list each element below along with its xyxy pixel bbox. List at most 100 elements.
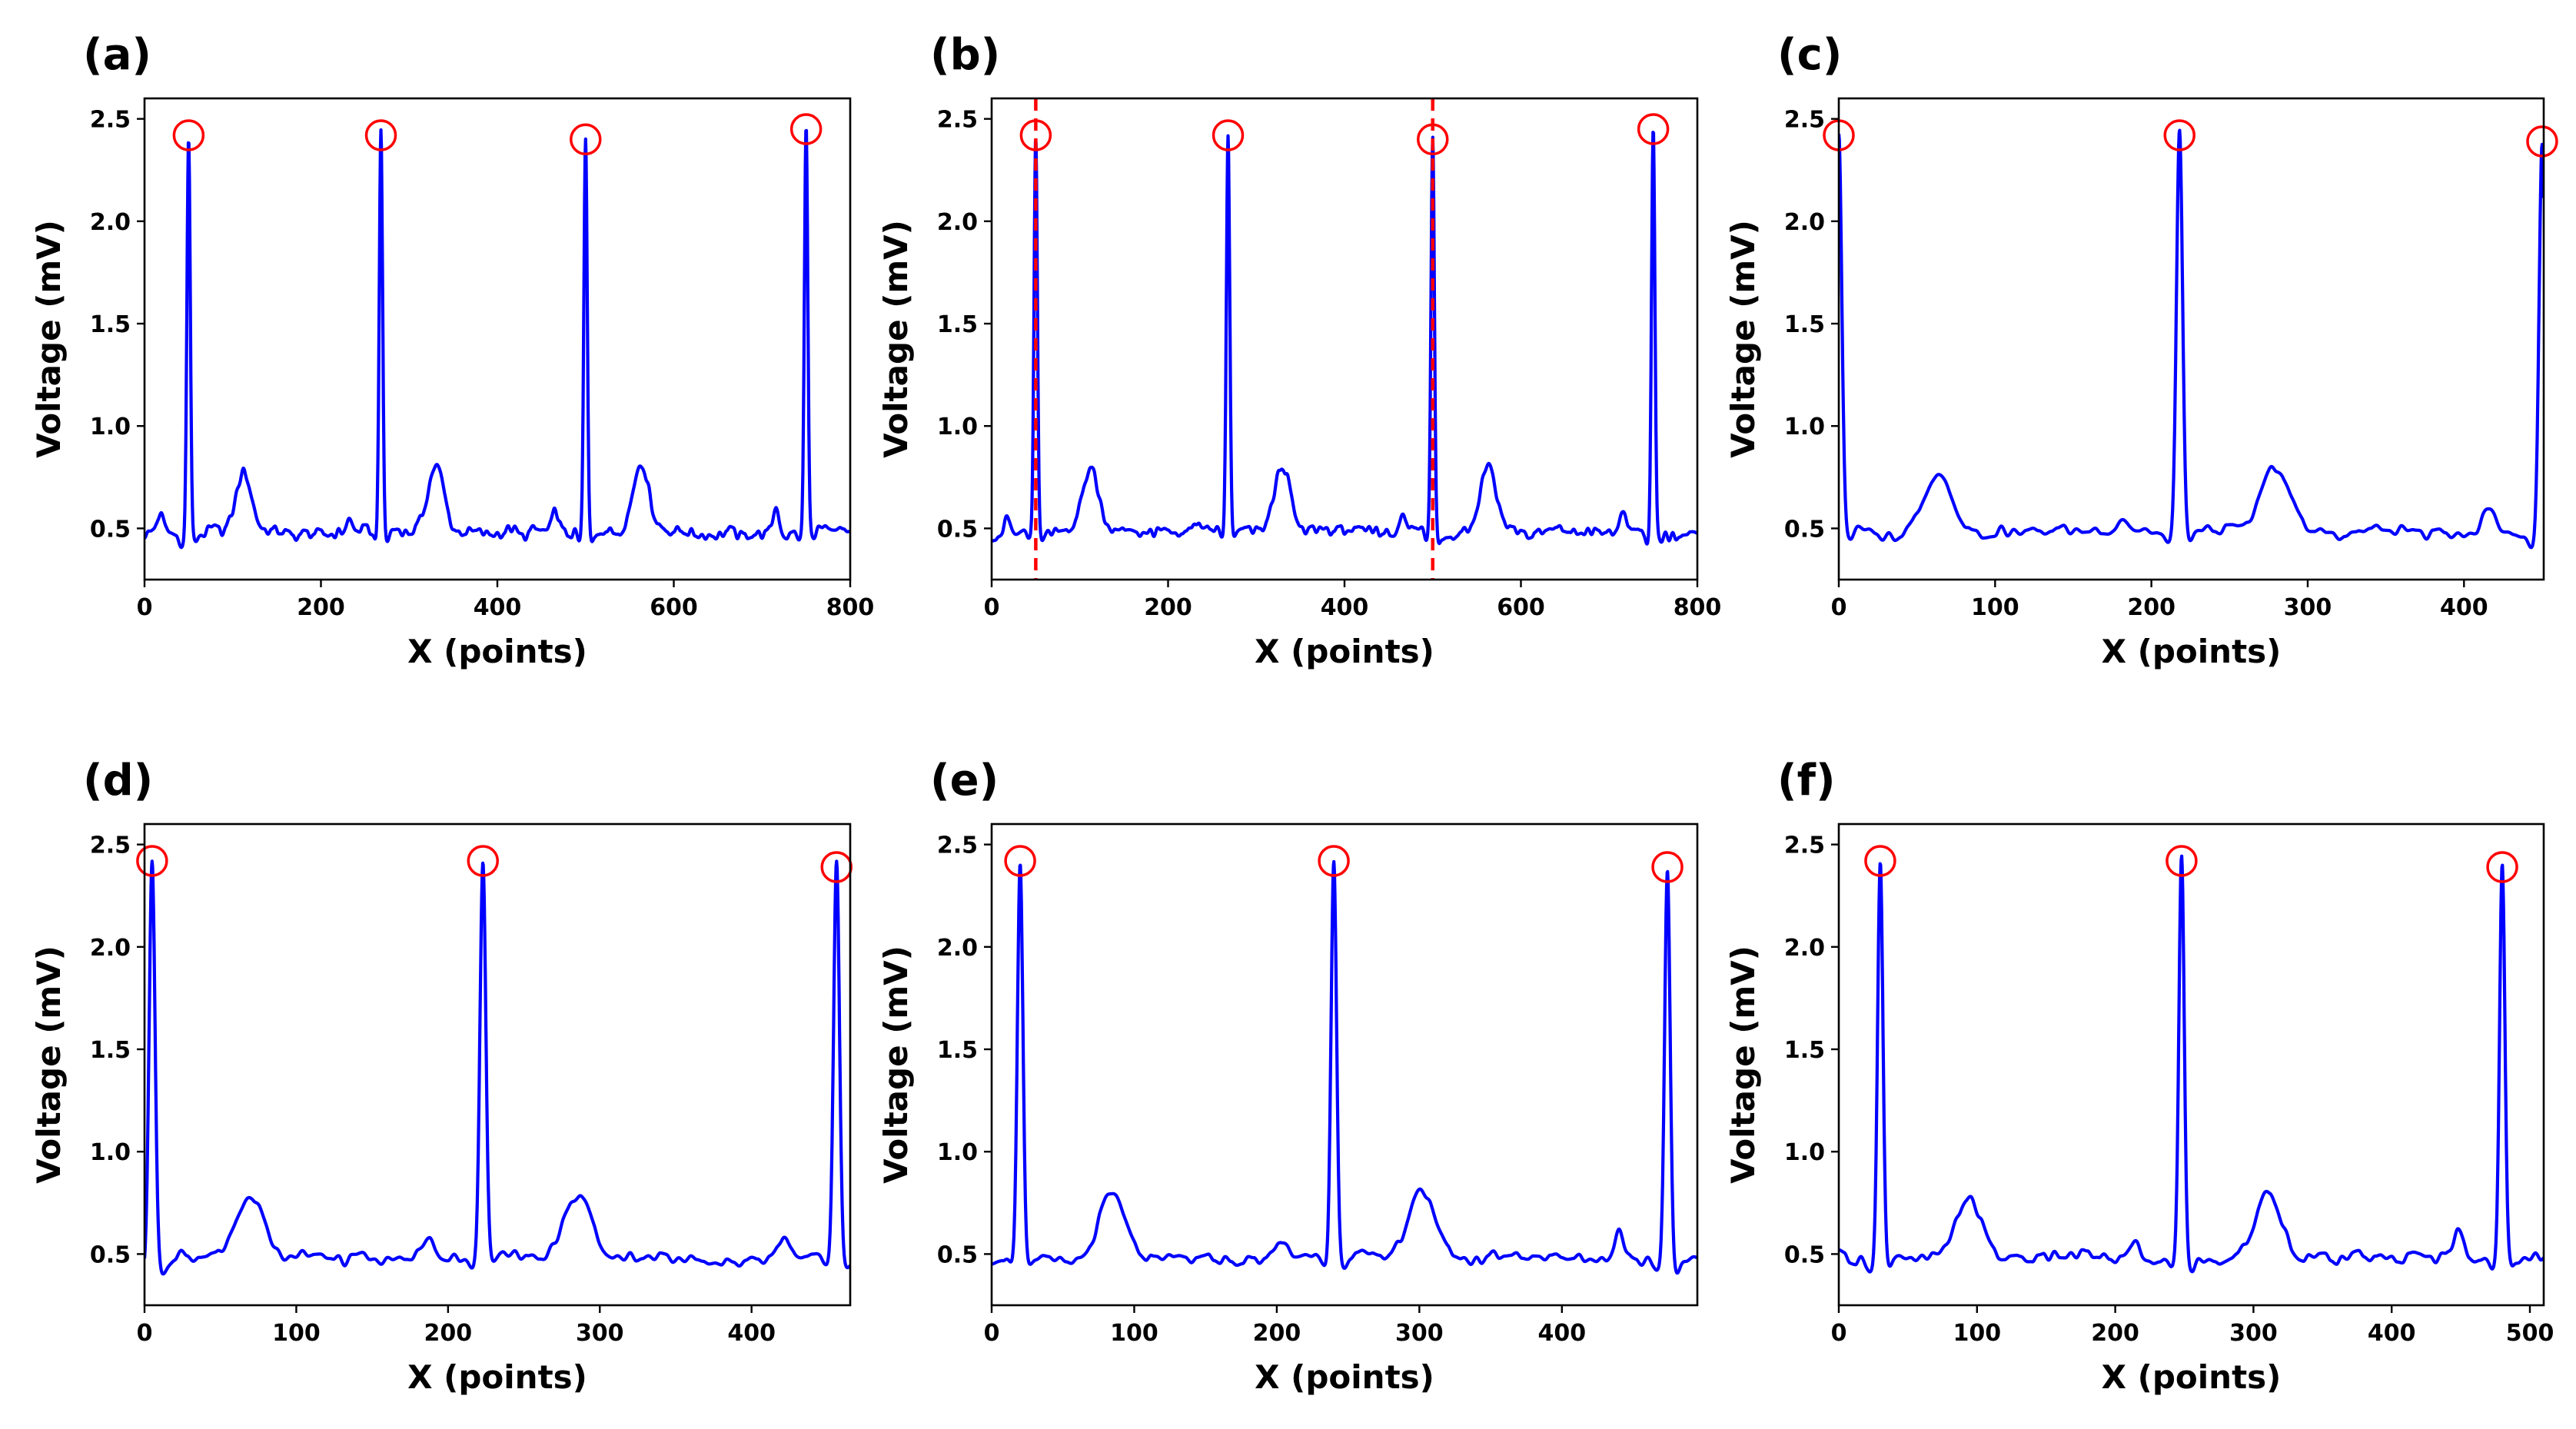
r-peak-marker [1212,119,1245,151]
x-tick-label: 400 [2440,594,2488,621]
y-axis-label: Voltage (mV) [877,945,915,1184]
x-tick-label: 200 [297,594,345,621]
y-tick-label: 0.5 [937,516,978,543]
r-peak-marker [136,845,168,877]
ecg-signal-line [1839,854,2544,1274]
y-tick-label: 2.0 [937,209,978,236]
r-peak-marker [2166,845,2198,877]
y-tick-label: 1.5 [1784,1037,1825,1064]
panel-label: (a) [83,30,151,80]
axes-frame [143,97,852,581]
r-peak-marker [2163,119,2196,151]
x-tick-label: 0 [984,1320,1000,1347]
x-tick-label: 300 [576,1320,624,1347]
x-tick-label: 100 [1110,1320,1158,1347]
y-tick-label: 2.0 [937,935,978,962]
y-tick-label: 2.0 [1784,935,1825,962]
y-tick-label: 1.0 [90,1139,131,1166]
y-tick-label: 0.5 [1784,1241,1825,1268]
axes-frame [143,823,852,1307]
r-peak-marker [1864,845,1896,877]
x-tick-label: 200 [1144,594,1192,621]
panel-label: (c) [1777,30,1842,80]
r-peak-marker [1417,123,1449,156]
chart-panel-a: 0 200 400 600 800 0.5 1.0 1.5 2.0 2.5 X (points) Vo… [30,30,874,670]
x-tick-label: 300 [1395,1320,1444,1347]
y-axis-label: Voltage (mV) [1724,220,1762,458]
r-peak-marker [2486,851,2518,883]
y-tick-label: 0.5 [1784,516,1825,543]
ecg-signal-line [992,131,1697,546]
x-tick-label: 200 [424,1320,473,1347]
y-tick-label: 0.5 [90,516,131,543]
axes-frame [990,97,1699,581]
y-tick-label: 0.5 [937,1241,978,1268]
ecg-signal-line [145,859,850,1276]
x-tick-label: 300 [2229,1320,2278,1347]
ecg-signal-line [145,128,850,550]
chart-panel-f: 0 100 200 300 400 500 0.5 1.0 1.5 2.0 2.5 X (points… [1724,756,2554,1396]
r-peak-marker [2526,125,2558,158]
r-peak-marker [364,119,397,151]
y-tick-label: 1.0 [90,414,131,440]
panel-label: (d) [83,756,153,806]
x-tick-label: 400 [1538,1320,1587,1347]
y-tick-label: 1.0 [937,414,978,440]
axes-frame [1837,97,2545,581]
y-axis-label: Voltage (mV) [1724,945,1762,1184]
x-tick-label: 600 [1497,594,1545,621]
panel-label: (b) [930,30,1000,80]
x-tick-label: 200 [2091,1320,2139,1347]
x-tick-label: 300 [2284,594,2332,621]
x-tick-label: 0 [1831,594,1847,621]
x-tick-label: 0 [1831,1320,1847,1347]
panel-label: (f) [1777,756,1836,806]
x-axis-label: X (points) [407,633,587,670]
axes-frame [1837,823,2545,1307]
x-tick-label: 400 [727,1320,776,1347]
x-axis-label: X (points) [407,1358,587,1396]
y-tick-label: 1.5 [937,1037,978,1064]
x-tick-label: 200 [1253,1320,1301,1347]
ecg-signal-line [1839,128,2544,550]
chart-panel-d: 0 100 200 300 400 0.5 1.0 1.5 2.0 2.5 X (points) Vo… [30,756,853,1396]
r-peak-marker [467,845,499,877]
y-tick-label: 2.5 [90,107,131,134]
r-peak-marker [570,123,602,156]
x-tick-label: 100 [272,1320,321,1347]
x-tick-label: 400 [1321,594,1369,621]
y-axis-label: Voltage (mV) [877,220,915,458]
y-tick-label: 1.0 [937,1139,978,1166]
chart-panel-b: 0 200 400 600 800 0.5 1.0 1.5 2.0 2.5 X (points) Vo… [877,30,1721,670]
x-tick-label: 800 [1674,594,1722,621]
y-axis-label: Voltage (mV) [30,945,68,1184]
y-tick-label: 1.5 [90,1037,131,1064]
x-tick-label: 0 [137,1320,153,1347]
x-tick-label: 100 [1953,1320,2001,1347]
ecg-signal-line [992,859,1697,1275]
x-tick-label: 500 [2506,1320,2554,1347]
x-axis-label: X (points) [2102,633,2282,670]
r-peak-marker [1019,119,1052,151]
y-tick-label: 2.0 [1784,209,1825,236]
r-peak-marker [172,119,205,151]
y-tick-label: 2.0 [90,209,131,236]
x-tick-label: 400 [474,594,522,621]
r-peak-marker [1637,113,1670,145]
y-axis-label: Voltage (mV) [30,220,68,458]
x-axis-label: X (points) [2102,1358,2282,1396]
x-tick-label: 800 [826,594,875,621]
y-tick-label: 2.0 [90,935,131,962]
x-axis-label: X (points) [1255,633,1434,670]
y-tick-label: 1.0 [1784,1139,1825,1166]
r-peak-marker [1318,845,1350,877]
r-peak-marker [789,113,823,145]
y-tick-label: 2.5 [937,832,978,859]
x-tick-label: 200 [2127,594,2175,621]
x-tick-label: 400 [2368,1320,2416,1347]
chart-panel-e: 0 100 200 300 400 0.5 1.0 1.5 2.0 2.5 X (points) Vo… [877,756,1699,1396]
x-tick-label: 0 [137,594,153,621]
y-tick-label: 1.5 [1784,311,1825,338]
panel-label: (e) [930,756,999,806]
